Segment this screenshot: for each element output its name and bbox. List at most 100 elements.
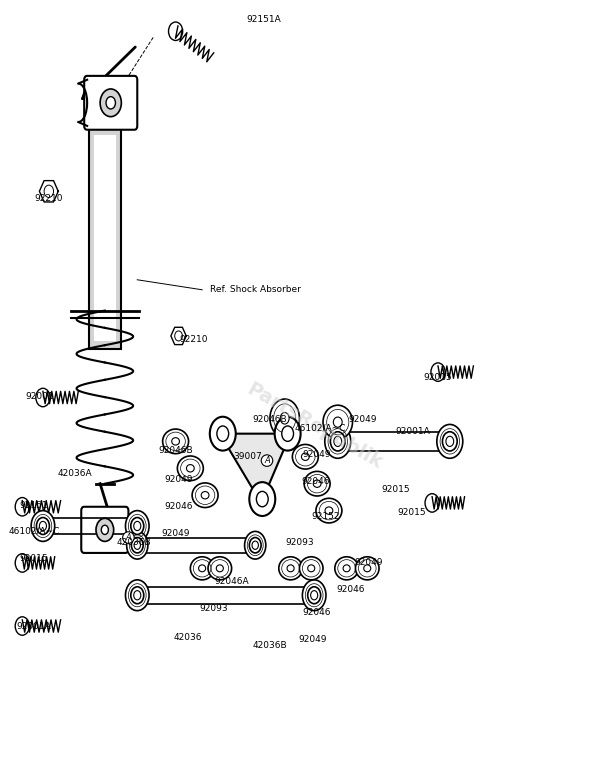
Ellipse shape — [446, 436, 454, 446]
Text: 42036A: 42036A — [58, 469, 92, 478]
Text: 42036B: 42036B — [253, 641, 287, 649]
Text: 92015: 92015 — [397, 508, 426, 518]
Ellipse shape — [172, 438, 179, 445]
Ellipse shape — [343, 565, 350, 572]
Ellipse shape — [280, 412, 289, 424]
Circle shape — [250, 482, 275, 516]
Ellipse shape — [279, 556, 302, 580]
Polygon shape — [137, 538, 255, 553]
Text: 92049: 92049 — [161, 529, 190, 538]
Circle shape — [442, 432, 457, 451]
Text: 92210: 92210 — [35, 195, 63, 204]
Circle shape — [256, 491, 268, 507]
Polygon shape — [43, 518, 137, 535]
Ellipse shape — [325, 507, 333, 515]
Ellipse shape — [364, 565, 371, 572]
Circle shape — [331, 432, 345, 451]
Circle shape — [131, 538, 143, 553]
Text: 92046: 92046 — [164, 502, 193, 512]
Ellipse shape — [31, 511, 55, 542]
Ellipse shape — [308, 565, 315, 572]
Text: 92093: 92093 — [285, 539, 314, 547]
Ellipse shape — [252, 541, 259, 549]
Text: 92152: 92152 — [312, 512, 340, 522]
Bar — [89, 126, 121, 349]
Text: PartsRepublik: PartsRepublik — [243, 380, 385, 473]
Text: 92046B: 92046B — [158, 446, 193, 455]
Text: A: A — [264, 456, 270, 465]
Text: 92046A: 92046A — [214, 577, 249, 586]
Circle shape — [96, 518, 113, 542]
Circle shape — [217, 426, 229, 441]
Ellipse shape — [287, 565, 294, 572]
FancyBboxPatch shape — [81, 507, 128, 553]
Circle shape — [101, 525, 109, 535]
Text: 92046: 92046 — [303, 608, 331, 617]
Text: 92046: 92046 — [301, 477, 329, 486]
Polygon shape — [40, 181, 58, 202]
Polygon shape — [220, 434, 290, 503]
Ellipse shape — [270, 399, 299, 438]
Circle shape — [308, 587, 320, 604]
Ellipse shape — [334, 417, 342, 427]
Circle shape — [37, 518, 49, 535]
Circle shape — [431, 363, 445, 381]
Ellipse shape — [134, 591, 141, 600]
Polygon shape — [171, 327, 186, 345]
Text: 92015: 92015 — [424, 373, 452, 382]
Text: Ref. Shock Absorber: Ref. Shock Absorber — [210, 285, 301, 294]
Ellipse shape — [355, 556, 379, 580]
Ellipse shape — [178, 456, 203, 480]
Ellipse shape — [325, 425, 351, 458]
Ellipse shape — [208, 556, 232, 580]
Circle shape — [15, 617, 29, 635]
Ellipse shape — [292, 444, 319, 469]
Circle shape — [210, 417, 236, 450]
Text: 39007: 39007 — [234, 453, 263, 461]
Text: 92001: 92001 — [26, 392, 54, 401]
Ellipse shape — [316, 498, 342, 523]
Ellipse shape — [163, 429, 188, 453]
Circle shape — [425, 494, 439, 512]
Text: 92049: 92049 — [303, 450, 331, 459]
Text: 92015: 92015 — [20, 554, 49, 563]
Text: 92049: 92049 — [349, 415, 377, 425]
Circle shape — [36, 388, 50, 407]
Text: 92210: 92210 — [179, 335, 208, 343]
Ellipse shape — [187, 464, 194, 472]
Text: 92093: 92093 — [200, 604, 228, 613]
Text: 92049: 92049 — [164, 475, 193, 484]
Ellipse shape — [313, 480, 321, 487]
Ellipse shape — [192, 483, 218, 508]
Ellipse shape — [134, 522, 141, 531]
Circle shape — [15, 498, 29, 516]
Text: 46102/A~C: 46102/A~C — [8, 527, 60, 536]
Text: 46102/A~C: 46102/A~C — [295, 423, 346, 432]
Ellipse shape — [125, 511, 149, 542]
Ellipse shape — [299, 556, 323, 580]
Text: 92151: 92151 — [20, 501, 49, 510]
Ellipse shape — [301, 453, 309, 460]
Ellipse shape — [125, 580, 149, 611]
Ellipse shape — [311, 591, 318, 600]
Ellipse shape — [134, 541, 140, 549]
Ellipse shape — [216, 565, 223, 572]
Circle shape — [100, 89, 121, 117]
Bar — [94, 133, 116, 341]
Circle shape — [250, 538, 261, 553]
Circle shape — [131, 518, 144, 535]
Ellipse shape — [335, 556, 358, 580]
Text: 92001A: 92001A — [396, 427, 431, 436]
Ellipse shape — [201, 491, 209, 499]
Text: 92046B: 92046B — [253, 415, 287, 425]
Ellipse shape — [437, 425, 463, 458]
Ellipse shape — [302, 580, 326, 611]
Text: 92049: 92049 — [299, 636, 327, 644]
Ellipse shape — [323, 405, 353, 439]
Text: 92001A: 92001A — [17, 622, 52, 631]
Text: A: A — [125, 533, 131, 542]
Ellipse shape — [199, 565, 206, 572]
Text: 92015: 92015 — [381, 484, 410, 494]
Polygon shape — [338, 432, 450, 451]
Circle shape — [282, 426, 293, 441]
